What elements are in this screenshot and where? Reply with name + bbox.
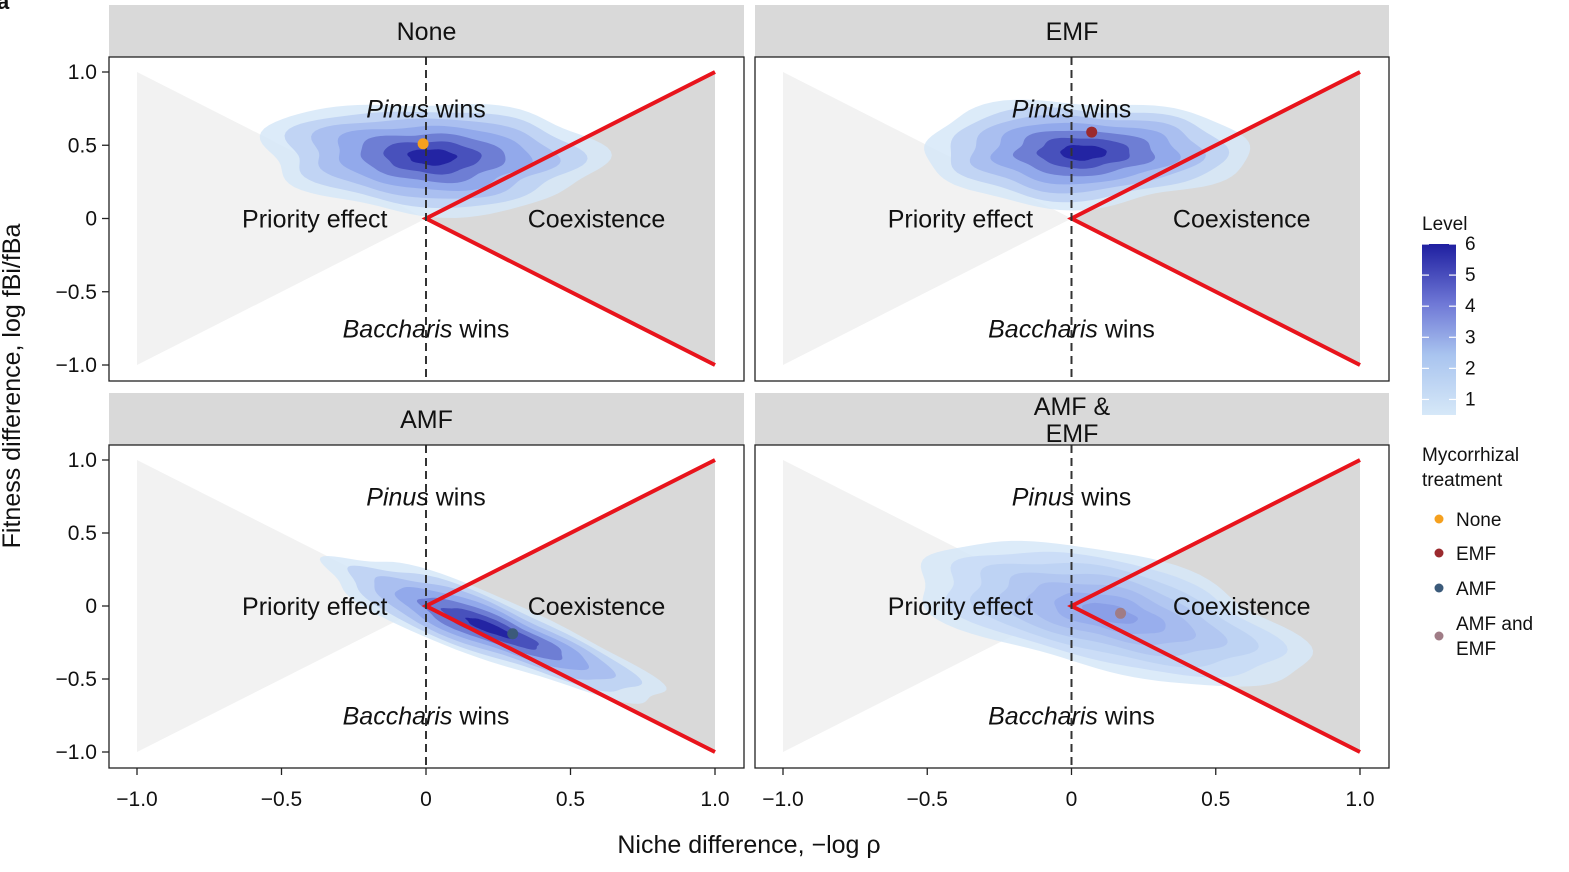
treatment-legend-title: treatment bbox=[1422, 470, 1503, 491]
y-tick-label: −0.5 bbox=[56, 668, 97, 691]
colorbar-tick-label: 1 bbox=[1465, 389, 1476, 410]
plot-area: Pinus wins Baccharis wins Priority effect C… bbox=[137, 57, 716, 381]
x-tick-label: −1.0 bbox=[116, 788, 157, 811]
y-tick-label: −1.0 bbox=[56, 741, 97, 764]
x-tick-label: 0.5 bbox=[1201, 788, 1230, 811]
mean-point bbox=[1115, 607, 1127, 619]
y-tick-label: −0.5 bbox=[56, 281, 97, 304]
baccharis-wins-label: Baccharis wins bbox=[988, 703, 1155, 731]
facet-strip-label: EMF bbox=[1046, 18, 1099, 46]
facet-strip-label: AMF & bbox=[1034, 393, 1111, 421]
x-tick-label: −0.5 bbox=[261, 788, 302, 811]
treatment-legend-label: EMF bbox=[1456, 544, 1496, 565]
priority-effect-region bbox=[137, 460, 426, 752]
colorbar-tick-label: 2 bbox=[1465, 358, 1476, 379]
facet-panel: AMF &EMF Pinus wins Baccharis wins Priority… bbox=[754, 393, 1390, 811]
plot-area: Pinus wins Baccharis wins Priority effect C… bbox=[783, 57, 1361, 381]
treatment-legend-title: Mycorrhizal bbox=[1422, 445, 1519, 466]
pinus-wins-label: Pinus wins bbox=[1012, 96, 1132, 124]
x-tick-label: 1.0 bbox=[1345, 788, 1374, 811]
treatment-legend-label: None bbox=[1456, 510, 1501, 531]
facet-panel: EMF Pinus wins Baccharis wins Priority effe… bbox=[754, 5, 1390, 382]
x-tick-label: 0 bbox=[1066, 788, 1078, 811]
density-contour bbox=[1082, 602, 1138, 624]
treatment-legend-dot bbox=[1434, 514, 1444, 524]
density-contour bbox=[465, 617, 515, 639]
coexistence-region bbox=[1071, 72, 1360, 365]
facet-strip bbox=[109, 5, 744, 57]
mean-point bbox=[417, 138, 429, 150]
y-tick-label: 1.0 bbox=[68, 61, 97, 84]
density-contour bbox=[407, 149, 458, 166]
coexistence-label: Coexistence bbox=[1173, 593, 1311, 621]
priority-effect-label: Priority effect bbox=[242, 593, 387, 621]
colorbar-tick-label: 5 bbox=[1465, 265, 1476, 286]
level-colorbar bbox=[1422, 244, 1456, 415]
treatment-legend-label: EMF bbox=[1456, 639, 1496, 660]
x-tick-label: 1.0 bbox=[700, 788, 729, 811]
x-tick-label: −1.0 bbox=[762, 788, 803, 811]
facet-panel: None Pinus wins Baccharis wins Priority eff… bbox=[56, 5, 745, 382]
priority-effect-region bbox=[783, 72, 1072, 365]
x-tick-label: −0.5 bbox=[907, 788, 948, 811]
y-tick-label: 0 bbox=[85, 208, 97, 231]
pinus-wins-label: Pinus wins bbox=[1012, 484, 1132, 512]
facet-strip-label: None bbox=[397, 18, 457, 46]
mean-point bbox=[1086, 126, 1098, 138]
mean-point bbox=[507, 628, 519, 640]
treatment-legend-label: AMF and bbox=[1456, 614, 1533, 635]
coexistence-region bbox=[426, 72, 715, 365]
y-tick-label: 1.0 bbox=[68, 449, 97, 472]
x-axis-title: Niche difference, −log ρ bbox=[617, 831, 880, 859]
y-tick-label: 0.5 bbox=[68, 134, 97, 157]
y-tick-label: 0 bbox=[85, 595, 97, 618]
y-tick-label: −1.0 bbox=[56, 354, 97, 377]
coexistence-label: Coexistence bbox=[528, 206, 666, 234]
treatment-legend-dot bbox=[1434, 583, 1444, 593]
coexistence-label: Coexistence bbox=[1173, 206, 1311, 234]
colorbar-tick-label: 4 bbox=[1465, 296, 1476, 317]
facet-strip-label: EMF bbox=[1046, 420, 1099, 448]
baccharis-wins-label: Baccharis wins bbox=[343, 703, 510, 731]
plot-area: Pinus wins Baccharis wins Priority effect C… bbox=[783, 445, 1361, 768]
priority-effect-label: Priority effect bbox=[888, 206, 1033, 234]
colorbar-tick-label: 6 bbox=[1465, 234, 1476, 255]
facet-strip-label: AMF bbox=[400, 406, 453, 434]
facet-panel: AMF Pinus wins Baccharis wins Priority effe… bbox=[56, 393, 745, 811]
treatment-legend-dot bbox=[1434, 631, 1444, 641]
panel-border bbox=[754, 56, 1390, 382]
coexistence-label: Coexistence bbox=[528, 593, 666, 621]
y-axis-title: Fitness difference, log fBi/fBa bbox=[0, 224, 26, 549]
x-tick-label: 0.5 bbox=[556, 788, 585, 811]
y-tick-label: 0.5 bbox=[68, 522, 97, 545]
x-tick-label: 0 bbox=[420, 788, 432, 811]
level-legend-title: Level bbox=[1422, 214, 1467, 235]
priority-effect-label: Priority effect bbox=[242, 206, 387, 234]
colorbar-tick-label: 3 bbox=[1465, 327, 1476, 348]
facet-strip bbox=[755, 5, 1389, 57]
pinus-wins-label: Pinus wins bbox=[366, 484, 486, 512]
plot-area: Pinus wins Baccharis wins Priority effect C… bbox=[137, 445, 716, 768]
pinus-wins-label: Pinus wins bbox=[366, 96, 486, 124]
treatment-legend-dot bbox=[1434, 548, 1444, 558]
treatment-legend-label: AMF bbox=[1456, 579, 1496, 600]
priority-effect-region bbox=[137, 72, 426, 365]
baccharis-wins-label: Baccharis wins bbox=[988, 315, 1155, 343]
panel-letter: a bbox=[0, 0, 10, 14]
facet-panels: None Pinus wins Baccharis wins Priority eff… bbox=[56, 5, 1390, 811]
facet-strip bbox=[109, 393, 744, 445]
baccharis-wins-label: Baccharis wins bbox=[343, 315, 510, 343]
priority-effect-label: Priority effect bbox=[888, 593, 1033, 621]
facet-strip bbox=[755, 393, 1389, 445]
